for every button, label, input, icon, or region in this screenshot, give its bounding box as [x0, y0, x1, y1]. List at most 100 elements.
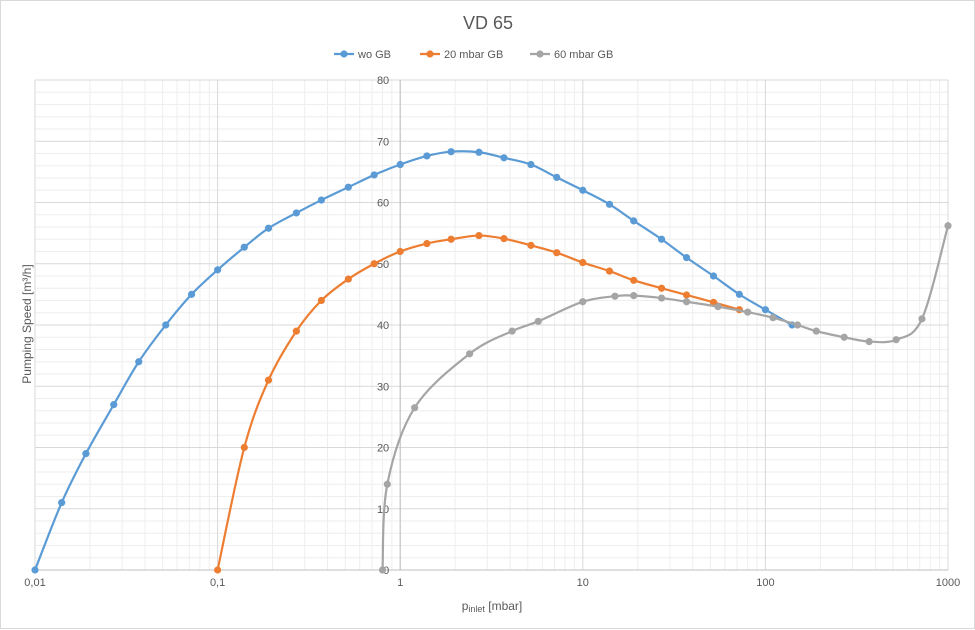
- data-point: [423, 152, 431, 160]
- data-point: [630, 217, 638, 225]
- data-point: [344, 275, 352, 283]
- series-layer: [31, 148, 952, 574]
- data-point: [744, 308, 752, 316]
- data-point: [447, 148, 455, 156]
- data-point: [527, 160, 535, 169]
- data-point: [918, 315, 926, 323]
- x-tick-label: 100: [756, 577, 774, 589]
- data-point: [500, 235, 508, 243]
- data-point: [761, 306, 770, 314]
- data-point: [396, 160, 404, 169]
- x-tick-label: 10: [577, 577, 589, 589]
- data-point: [370, 260, 378, 268]
- y-tick-label: 70: [377, 136, 389, 148]
- data-point: [396, 247, 404, 256]
- data-point: [579, 258, 587, 267]
- data-point: [378, 566, 387, 574]
- data-point: [317, 296, 325, 305]
- data-point: [135, 358, 143, 366]
- data-point: [682, 254, 691, 262]
- data-point: [657, 235, 666, 243]
- data-point: [475, 148, 483, 156]
- legend-item[interactable]: 60 mbar GB: [530, 49, 613, 61]
- series-line: [381, 225, 950, 571]
- legend-item[interactable]: wo GB: [334, 49, 391, 61]
- data-point: [709, 298, 718, 306]
- data-point: [292, 209, 300, 217]
- x-axis-label-main: p: [462, 599, 469, 613]
- data-point: [812, 327, 820, 335]
- data-point: [657, 284, 666, 292]
- data-point: [630, 292, 638, 300]
- data-point: [411, 404, 419, 412]
- legend-swatch-marker: [536, 50, 544, 58]
- legend[interactable]: wo GB 20 mbar GB 60 mbar GB: [334, 49, 613, 61]
- series-60-mbar-gb: [378, 222, 952, 574]
- data-point: [630, 276, 638, 284]
- legend-label: 60 mbar GB: [554, 49, 613, 61]
- legend-label: wo GB: [357, 49, 391, 61]
- x-tick-label: 0,01: [24, 577, 45, 589]
- data-point: [82, 450, 90, 458]
- series-line: [33, 150, 793, 571]
- data-point: [735, 290, 743, 298]
- data-point: [264, 224, 273, 232]
- data-point: [317, 196, 325, 204]
- grid-layer: [34, 79, 949, 571]
- data-point: [769, 314, 777, 322]
- data-point: [579, 186, 587, 194]
- y-tick-label: 40: [377, 320, 389, 332]
- data-point: [534, 317, 542, 325]
- data-point: [240, 443, 248, 452]
- data-point: [423, 239, 431, 248]
- y-tick-label: 80: [377, 75, 389, 87]
- data-point: [162, 321, 170, 329]
- y-tick-label: 10: [377, 504, 389, 516]
- y-tick-label: 60: [377, 198, 389, 210]
- data-point: [58, 499, 66, 507]
- data-point: [292, 327, 300, 335]
- data-point: [370, 171, 378, 179]
- x-tick-label: 0,1: [210, 577, 225, 589]
- x-axis-label-sub: inlet: [468, 604, 485, 614]
- data-point: [611, 292, 619, 300]
- legend-item[interactable]: 20 mbar GB: [420, 49, 503, 61]
- data-point: [264, 376, 273, 384]
- data-point: [447, 235, 455, 243]
- data-point: [527, 241, 535, 249]
- data-point: [553, 249, 561, 257]
- y-tick-label: 30: [377, 381, 389, 393]
- chart-title: VD 65: [463, 13, 513, 33]
- data-point: [714, 303, 722, 311]
- data-point: [657, 294, 666, 302]
- legend-label: 20 mbar GB: [444, 49, 503, 61]
- data-point: [214, 566, 222, 574]
- data-point: [31, 566, 39, 574]
- data-point: [682, 298, 691, 306]
- data-point: [709, 272, 718, 280]
- data-point: [944, 222, 952, 230]
- x-tick-label: 1000: [936, 577, 960, 589]
- x-axis-label: pinlet [mbar]: [462, 599, 523, 614]
- data-point: [682, 291, 691, 299]
- data-point: [344, 183, 352, 191]
- series-20-mbar-gb: [214, 231, 743, 574]
- y-tick-label: 0: [383, 565, 389, 577]
- data-point: [475, 231, 483, 240]
- data-point: [187, 290, 196, 298]
- series-wo-gb: [31, 148, 796, 574]
- y-axis-label: Pumping Speed [m³/h]: [20, 264, 34, 383]
- legend-swatch-marker: [340, 50, 348, 58]
- x-tick-label: 1: [397, 577, 403, 589]
- data-point: [605, 200, 614, 208]
- data-point: [865, 337, 873, 346]
- data-point: [214, 266, 222, 274]
- data-point: [553, 173, 561, 181]
- data-point: [110, 401, 118, 409]
- data-point: [793, 321, 802, 329]
- data-point: [466, 350, 474, 358]
- data-point: [840, 333, 848, 341]
- data-point: [240, 243, 248, 251]
